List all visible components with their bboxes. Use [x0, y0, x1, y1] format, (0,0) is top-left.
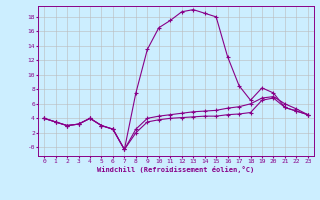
X-axis label: Windchill (Refroidissement éolien,°C): Windchill (Refroidissement éolien,°C) — [97, 166, 255, 173]
